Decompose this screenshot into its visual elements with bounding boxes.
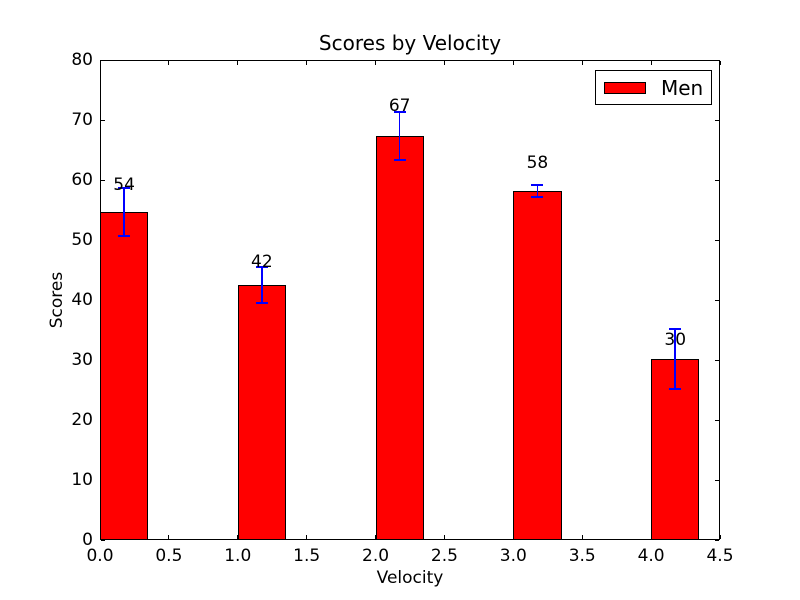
x-tick-top	[99, 61, 101, 65]
x-axis-label: Velocity	[376, 568, 444, 588]
x-tick-label: 2.0	[362, 546, 390, 566]
x-tick-label: 1.5	[293, 546, 321, 566]
x-tick-label: 3.5	[568, 546, 596, 566]
error-bar-cap-bottom	[669, 388, 682, 391]
y-tick-right	[715, 419, 719, 421]
bar-value-label: 30	[664, 330, 687, 351]
error-bar-cap-bottom	[118, 234, 131, 237]
x-tick-top	[375, 61, 377, 65]
error-bar-cap-top	[669, 328, 682, 331]
x-tick-top	[168, 61, 170, 65]
x-tick-label: 1.0	[224, 546, 252, 566]
error-bar-cap-top	[255, 266, 268, 268]
y-tick-right	[715, 179, 719, 181]
error-bar-cap-bottom	[393, 159, 406, 162]
x-tick	[168, 535, 170, 539]
x-tick-top	[443, 61, 445, 65]
y-tick-label: 80	[71, 50, 93, 70]
x-tick	[306, 535, 308, 539]
y-tick-label: 10	[71, 470, 93, 490]
legend-label-men: Men	[661, 75, 704, 100]
y-tick-label: 30	[71, 350, 93, 370]
y-tick-right	[715, 539, 719, 541]
x-tick-top	[237, 61, 239, 65]
y-tick	[101, 119, 105, 121]
x-tick-top	[650, 61, 652, 65]
error-bar-cap-top	[393, 111, 406, 114]
bar	[375, 136, 424, 540]
y-tick-label: 50	[71, 230, 93, 250]
error-bar-line	[398, 112, 401, 161]
error-bar-line	[674, 329, 676, 390]
legend: Men	[595, 70, 712, 105]
x-tick	[443, 535, 445, 539]
y-tick-right	[715, 299, 719, 301]
y-tick-right	[715, 239, 719, 241]
error-bar-cap-top	[531, 183, 544, 186]
x-tick-top	[719, 61, 721, 65]
y-tick-label: 0	[82, 530, 93, 550]
error-bar-cap-bottom	[531, 195, 544, 198]
bar-value-label: 67	[388, 96, 411, 116]
y-axis-label: Scores	[47, 271, 67, 329]
bar-value-label: 58	[526, 153, 549, 174]
y-tick-right	[715, 59, 719, 61]
error-bar-cap-bottom	[255, 302, 268, 304]
y-tick-right	[715, 479, 719, 481]
error-bar-line	[261, 267, 263, 303]
error-bar-cap-top	[118, 186, 131, 189]
x-tick	[581, 535, 583, 539]
y-tick	[101, 179, 105, 181]
y-tick	[101, 539, 105, 541]
y-tick	[101, 59, 105, 61]
x-tick-label: 3.0	[499, 546, 527, 566]
error-bar-line	[123, 187, 125, 236]
y-tick-label: 20	[71, 410, 93, 430]
x-tick-top	[581, 61, 583, 65]
y-tick-right	[715, 359, 719, 361]
x-tick-label: 0.0	[86, 546, 114, 566]
bar-value-label: 54	[113, 175, 135, 196]
x-tick-top	[306, 61, 308, 65]
chart-title: Scores by Velocity	[318, 31, 502, 55]
y-tick-label: 40	[71, 290, 93, 310]
x-tick-top	[512, 61, 514, 65]
x-tick	[719, 535, 721, 539]
y-tick-label: 60	[71, 170, 93, 190]
x-tick-label: 4.5	[706, 546, 734, 566]
x-tick-label: 4.0	[637, 546, 665, 566]
error-bar-line	[536, 184, 539, 197]
y-tick-right	[715, 119, 719, 121]
bar	[100, 211, 149, 540]
bar	[513, 190, 562, 540]
x-tick-label: 0.5	[155, 546, 183, 566]
x-tick-label: 2.5	[430, 546, 458, 566]
bar-value-label: 42	[251, 252, 273, 273]
bar	[237, 285, 286, 540]
legend-swatch-men	[604, 81, 646, 94]
y-tick-label: 70	[71, 110, 93, 130]
